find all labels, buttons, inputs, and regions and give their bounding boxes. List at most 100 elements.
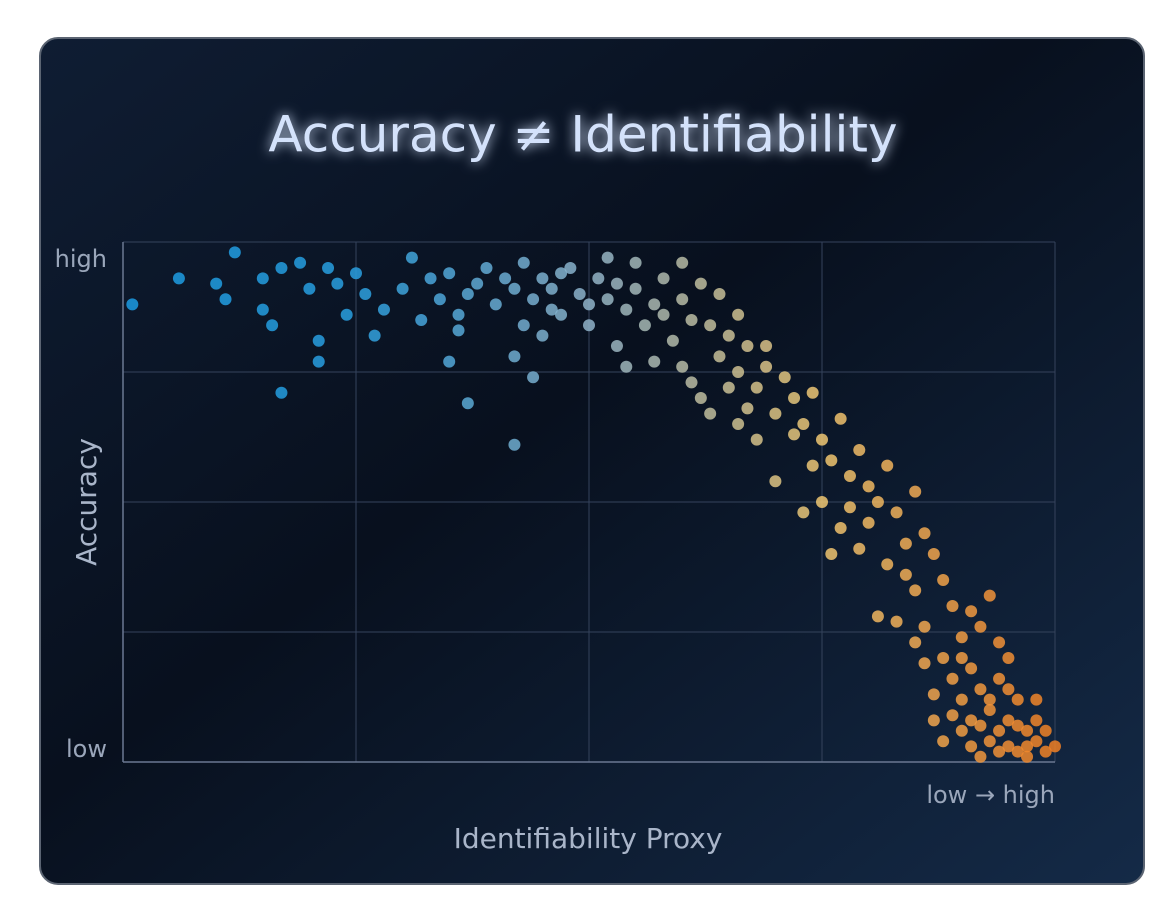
point [965,605,978,618]
point [545,282,558,295]
point [648,298,661,311]
point [1002,714,1015,727]
point [816,433,828,446]
point [256,303,269,316]
point [965,662,978,675]
point [1049,740,1061,753]
point [955,693,968,706]
point [1011,719,1024,732]
point [769,407,782,420]
point [359,288,372,300]
point [396,282,409,295]
point [769,475,782,488]
point [303,282,316,295]
point [657,272,670,285]
point [1030,693,1043,706]
point [713,288,726,300]
point [918,657,931,670]
point [909,636,922,649]
point [536,272,549,285]
point [890,506,903,519]
point [1011,693,1024,706]
point [890,615,903,628]
point [555,308,568,321]
point [741,402,754,415]
point [797,506,810,519]
point [471,277,484,290]
point [909,485,922,498]
point [126,298,139,311]
point [1002,740,1015,753]
x-scale-label: low → high [926,781,1055,809]
point [899,537,912,550]
point [983,589,996,602]
point [629,256,642,269]
point [965,740,978,753]
point [527,293,540,306]
chart-title: Accuracy ≠ Identifiability [268,106,897,164]
point [946,672,959,685]
point [629,282,642,295]
point [452,308,465,321]
point [955,631,968,644]
point [825,548,838,560]
point [974,719,987,732]
point [1011,745,1024,758]
point [1021,750,1034,763]
point [685,314,698,326]
point [508,282,521,295]
point [825,454,838,467]
point [489,298,502,311]
point [713,350,726,363]
point [871,610,884,623]
point [676,360,689,373]
point [1002,652,1015,664]
point [676,256,689,269]
point [760,340,773,352]
point [256,272,269,285]
point [555,267,568,280]
point [443,267,456,280]
point [499,272,512,285]
point [275,386,288,399]
point [322,262,335,274]
point [536,329,549,342]
point [694,392,707,404]
point [1030,714,1043,727]
point [937,652,950,664]
y-axis-label: Accuracy [70,438,103,566]
point [228,246,241,259]
point [806,386,819,399]
point [461,397,474,410]
point [433,293,446,306]
point [937,735,950,748]
point [983,704,996,716]
point [741,340,754,352]
point [927,714,940,727]
point [750,381,763,394]
point [275,262,288,274]
point [788,392,801,404]
point [881,459,894,472]
point [732,308,745,321]
point [592,272,605,285]
point [583,319,595,332]
point [312,334,325,347]
point [834,522,847,534]
point [573,288,586,300]
point [657,308,670,321]
point [778,371,791,384]
point [788,428,801,441]
point [1021,740,1034,753]
point [564,262,577,274]
point [415,314,428,326]
point [816,496,828,508]
point [881,558,894,571]
point [1039,745,1052,758]
point [853,542,866,555]
y-tick-label: low [66,735,107,763]
point [843,501,856,514]
point [405,251,418,264]
point [452,324,465,337]
